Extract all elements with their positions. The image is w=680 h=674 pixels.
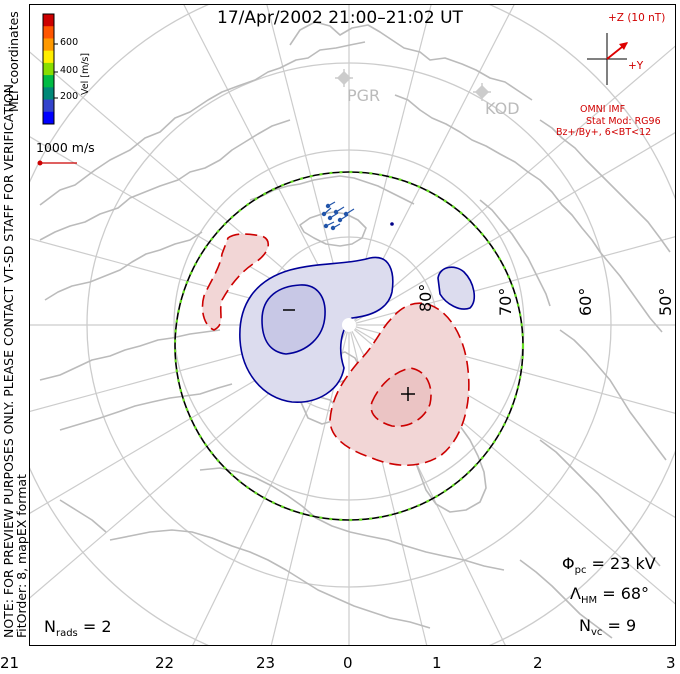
- nvc-sub: vc: [590, 627, 603, 639]
- phi-sub: pc: [574, 565, 587, 577]
- colorbar-segment: [43, 14, 54, 27]
- station-label-pgr: PGR: [347, 86, 381, 105]
- imf-panel: +Z (10 nT) +Y OMNI IMF Stat Mod: RG96 Bz…: [556, 8, 676, 138]
- n-vectors: Nvc = 9: [579, 616, 636, 638]
- hmb-boundary: [173, 170, 525, 522]
- stat-model: Stat Mod: RG96: [586, 116, 661, 127]
- stat-bin: Bz+/By+, 6<BT<12: [556, 127, 652, 138]
- nvc-symbol: N: [579, 616, 591, 635]
- fit-order: FitOrder: 8, mapEX format: [14, 474, 29, 638]
- station-label-kod: KOD: [485, 99, 520, 118]
- station-markers: [335, 69, 491, 101]
- latitude-label-80: 80°: [416, 283, 435, 312]
- phi-symbol: Φ: [562, 554, 575, 573]
- imf-z-label: +Z (10 nT): [608, 12, 666, 24]
- page-title: 17/Apr/2002 21:00–21:02 UT: [217, 8, 463, 28]
- colorbar-segment: [43, 50, 54, 64]
- n-radars: Nrads = 2: [44, 617, 112, 639]
- colorbar-segment: [43, 87, 54, 101]
- mlt-label-0: 0: [343, 654, 353, 672]
- scale-vector: [37, 160, 77, 166]
- imf-source: OMNI IMF: [580, 104, 626, 115]
- extrema-markers: [283, 309, 415, 401]
- mlt-label-1: 1: [432, 654, 442, 672]
- latitude-label-70: 70°: [496, 287, 515, 316]
- plot-frame: [29, 4, 676, 646]
- lambda-value: = 68°: [602, 584, 650, 603]
- positive-cell-left: [201, 233, 269, 331]
- colorbar-tick-400: 400: [60, 65, 79, 76]
- colorbar-segment: [43, 111, 54, 125]
- colorbar-tick-600: 600: [60, 37, 79, 48]
- mlt-label-21: 21: [0, 654, 20, 672]
- mlt-label-23: 23: [256, 654, 276, 672]
- imf-clock-dial: [587, 33, 628, 85]
- mlt-label-2: 2: [533, 654, 543, 672]
- pole-marker: [342, 318, 356, 332]
- phi-value: = 23 kV: [591, 554, 656, 573]
- lambda-symbol: Λ: [570, 584, 581, 603]
- velocity-vectors: [321, 201, 394, 231]
- colorbar-label: Vel [m/s]: [80, 52, 91, 95]
- coord-label: MLT coordinates: [6, 11, 21, 112]
- coastlines: [39, 21, 671, 639]
- negative-cell-inner: [261, 284, 326, 355]
- mlt-label-22: 22: [155, 654, 175, 672]
- nrads-value: = 2: [82, 617, 112, 636]
- nrads-sub: rads: [55, 628, 78, 640]
- mlt-label-3: 3: [666, 654, 676, 672]
- cross-polar-potential: Φpc = 23 kV: [562, 554, 656, 576]
- velocity-colorbar: [42, 13, 58, 125]
- colorbar-segment: [43, 26, 54, 39]
- diamond-station-icon: [335, 69, 353, 87]
- colorbar-tick-200: 200: [60, 91, 79, 102]
- lambda-sub: HM: [580, 595, 598, 607]
- colorbar-segment: [43, 62, 54, 76]
- colorbar-segment: [43, 75, 54, 88]
- latitude-label-60: 60°: [576, 287, 595, 316]
- nvc-value: = 9: [607, 616, 637, 635]
- diamond-station-icon: [473, 83, 491, 101]
- latitude-label-50: 50°: [656, 287, 675, 316]
- scale-label: 1000 m/s: [36, 140, 95, 155]
- positive-cell-inner: [370, 367, 432, 428]
- colorbar-segment: [43, 99, 54, 113]
- imf-y-label: +Y: [628, 60, 644, 72]
- colorbar-segment: [43, 38, 54, 52]
- convection-cells: [201, 233, 476, 467]
- side-note: NOTE: FOR PREVIEW PURPOSES ONLY. PLEASE …: [1, 58, 29, 638]
- negative-cell-small: [437, 266, 476, 310]
- nrads-symbol: N: [44, 617, 56, 636]
- hmb-latitude: ΛHM = 68°: [570, 584, 649, 606]
